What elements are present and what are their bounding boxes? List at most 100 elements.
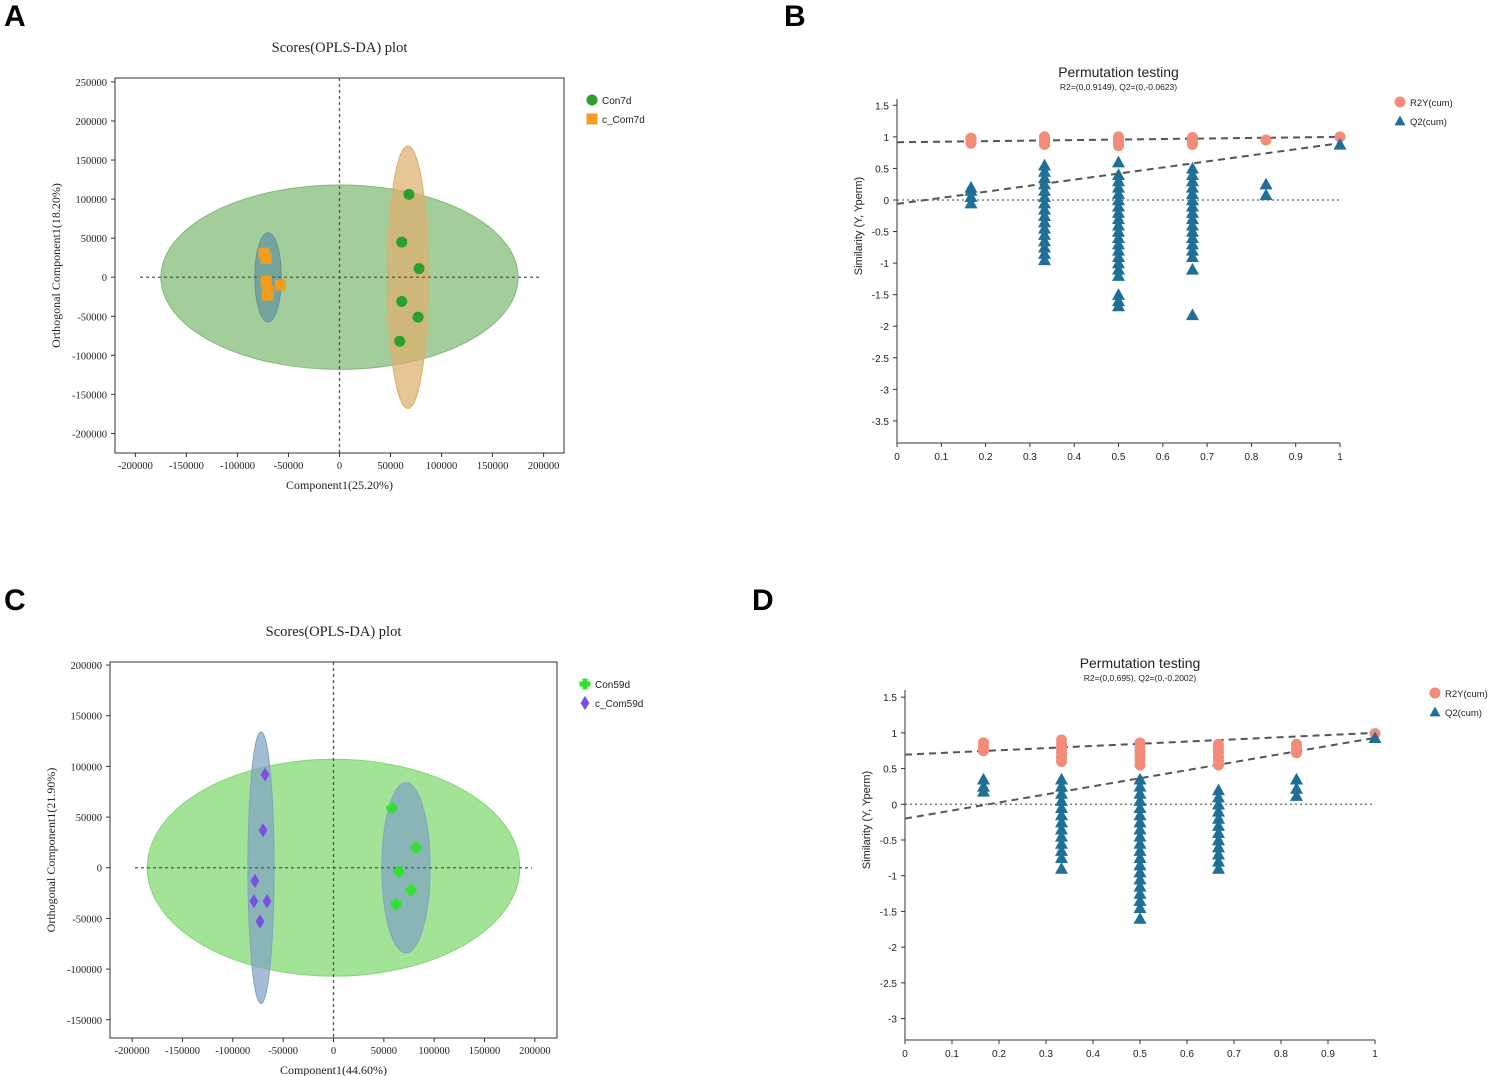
data-point-Q2(cum): [1133, 794, 1147, 806]
x-tick-label: 0.7: [1200, 452, 1214, 463]
y-axis-label: Similarity (Y, Yperm): [853, 177, 865, 275]
data-point-Con59d: [393, 866, 405, 878]
data-point-Con7d: [403, 188, 415, 200]
y-tick-label: 1: [891, 729, 897, 740]
data-point-Q2(cum): [1055, 779, 1069, 792]
data-point-Q2(cum): [1211, 804, 1225, 817]
data-point-Q2(cum): [1038, 177, 1052, 190]
y-tick-label: -50000: [77, 312, 107, 323]
data-point-Q2(cum): [1259, 188, 1273, 201]
data-point-Q2(cum): [1133, 822, 1147, 835]
data-point-Q2(cum): [1112, 193, 1125, 206]
y-tick-label: 1: [883, 133, 889, 144]
data-point-Q2(cum): [1133, 865, 1147, 878]
data-point-Con7d: [396, 295, 408, 307]
data-point-Q2(cum): [964, 190, 978, 203]
data-point-Q2(cum): [1055, 837, 1069, 849]
data-point-Q2(cum): [1185, 180, 1199, 193]
x-tick-label: 0.2: [979, 452, 993, 463]
x-tick-label: 0.4: [1067, 452, 1081, 463]
data-point-Q2(cum): [1112, 206, 1125, 218]
data-point-Q2(cum): [1185, 262, 1199, 275]
data-point-Q2(cum): [1112, 237, 1125, 250]
data-point-R2Y(cum): [977, 737, 989, 749]
data-point-Q2(cum): [1112, 155, 1125, 168]
data-point-Q2(cum): [1133, 851, 1147, 864]
data-point-R2Y(cum): [1212, 738, 1224, 750]
data-point-c_Com7d: [260, 275, 272, 287]
data-point-Q2(cum): [1211, 847, 1225, 860]
x-tick-label: 0.3: [1039, 1049, 1053, 1060]
data-point-Q2(cum): [1290, 782, 1304, 794]
data-point-Q2(cum): [1055, 844, 1069, 856]
legend-label: c_Com59d: [595, 699, 643, 710]
data-point-Con59d: [410, 841, 422, 853]
data-point-Q2(cum): [1185, 199, 1199, 212]
x-tick-label: 0.9: [1321, 1049, 1335, 1060]
y-tick-label: 0: [97, 864, 102, 875]
data-point-Q2(cum): [1133, 815, 1147, 828]
data-point-R2Y(cum): [1260, 134, 1272, 146]
data-point-Q2(cum): [1133, 801, 1147, 814]
data-point-Q2(cum): [1133, 912, 1147, 924]
data-point-Q2(cum): [1290, 772, 1304, 785]
x-tick-label: 0.9: [1289, 452, 1303, 463]
x-tick-label: 0.5: [1112, 452, 1126, 463]
data-point-Q2(cum): [1211, 812, 1225, 824]
chart-subtitle: R2=(0,0.9149), Q2=(0,-0.0623): [1060, 82, 1177, 92]
data-point-R2Y(cum): [1113, 131, 1124, 143]
data-point-Q2(cum): [1112, 199, 1125, 212]
data-point-Q2(cum): [1038, 228, 1052, 240]
x-tick-label: 0.2: [992, 1049, 1006, 1060]
data-point-Q2(cum): [1185, 161, 1199, 174]
y-axis-label: Similarity (Y, Yperm): [861, 771, 873, 869]
chart-title: Permutation testing: [1058, 64, 1179, 80]
data-point-Q2(cum): [1055, 794, 1069, 806]
data-point-R2Y(cum): [1186, 132, 1198, 144]
y-tick-label: 200000: [76, 117, 108, 128]
y-tick-label: -100000: [67, 965, 102, 976]
data-point-Q2(cum): [1055, 851, 1069, 864]
data-point-Q2(cum): [1112, 180, 1125, 193]
data-point-Q2(cum): [1055, 801, 1069, 814]
data-point-Q2(cum): [1112, 174, 1125, 187]
panel-label-d: D: [752, 584, 774, 617]
y-tick-label: 100000: [71, 762, 103, 773]
data-point-Con7d: [396, 236, 408, 248]
data-point-Q2(cum): [1038, 209, 1052, 221]
legend-marker-Q2(cum): [1394, 115, 1406, 126]
x-tick-label: 150000: [469, 1046, 501, 1057]
legend-marker-Con59d: [579, 678, 591, 690]
y-tick-label: -0.5: [872, 228, 890, 239]
x-tick-label: 0.8: [1244, 452, 1258, 463]
x-tick-label: 50000: [371, 1046, 397, 1057]
data-point-Q2(cum): [1055, 772, 1069, 785]
y-axis-label: Orthogonal Component1(21.90%): [44, 768, 58, 933]
y-tick-label: 0: [891, 800, 897, 811]
panel-label-b: B: [784, 0, 806, 33]
chart-title: Scores(OPLS-DA) plot: [272, 40, 408, 56]
data-point-Q2(cum): [1211, 833, 1225, 846]
data-point-Q2(cum): [1112, 269, 1125, 281]
chart-title: Scores(OPLS-DA) plot: [266, 624, 402, 640]
data-point-Q2(cum): [1112, 262, 1125, 275]
panel-label-c: C: [4, 584, 26, 617]
y-tick-label: 50000: [81, 234, 107, 245]
data-point-Q2(cum): [1133, 858, 1147, 871]
y-tick-label: -3: [888, 1015, 897, 1026]
y-tick-label: 1.5: [883, 693, 897, 704]
x-tick-label: 0.7: [1227, 1049, 1241, 1060]
data-point-c_Com7d: [274, 279, 286, 291]
data-point-Con7d: [413, 263, 425, 275]
chart-subtitle: R2=(0,0.695), Q2=(0,-0.2002): [1084, 673, 1197, 683]
data-point-Q2(cum): [1185, 231, 1199, 244]
data-point-R2Y(cum): [1134, 737, 1146, 749]
data-point-Con59d: [405, 884, 417, 896]
x-tick-label: 1: [1372, 1049, 1378, 1060]
data-point-Q2(cum): [1185, 212, 1199, 225]
panel-label-a: A: [4, 0, 26, 33]
y-tick-label: -3.5: [872, 417, 890, 428]
x-tick-label: 0: [337, 461, 342, 472]
